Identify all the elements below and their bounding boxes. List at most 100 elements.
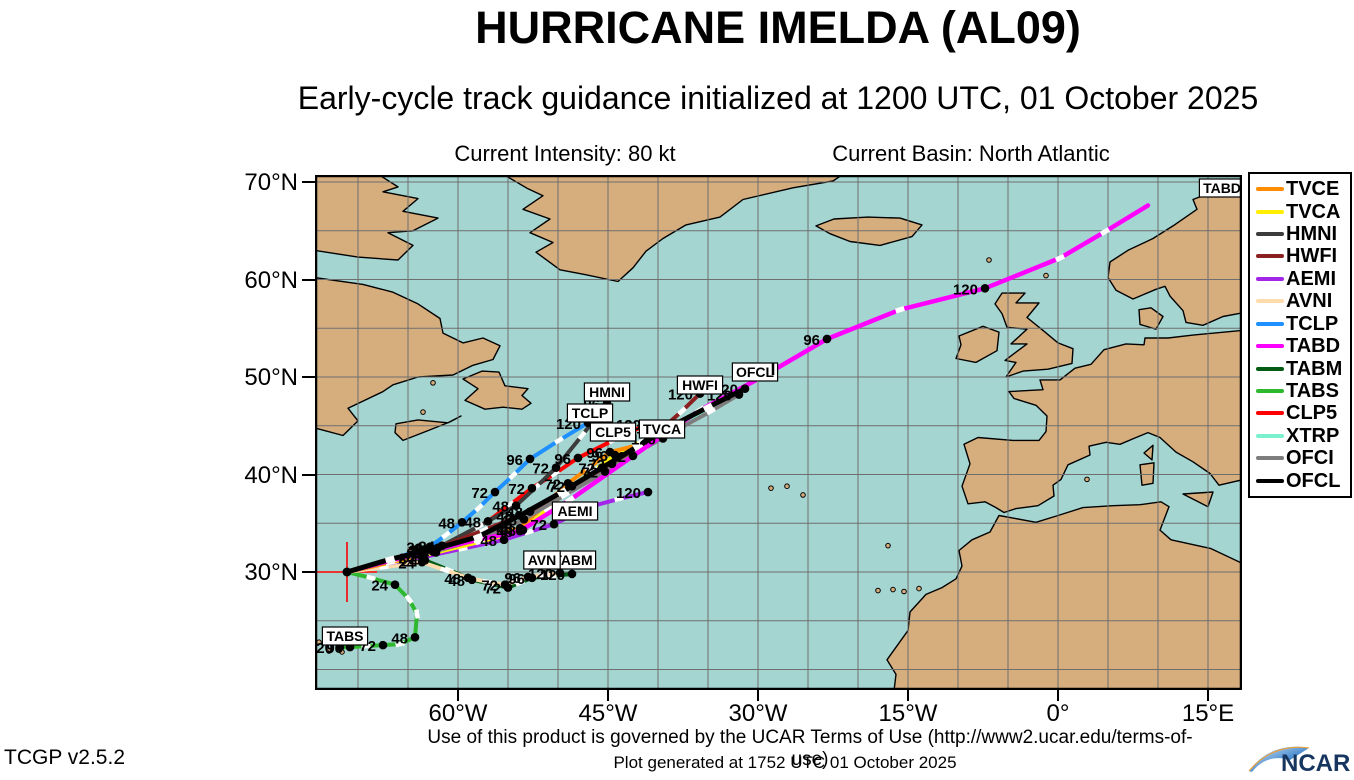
hour-label-TABD-24: 24	[411, 543, 428, 560]
legend-item-OFCL: OFCL	[1256, 470, 1350, 491]
hour-label-TVCA-96: 96	[591, 448, 608, 465]
model-label-box-TVCA	[638, 419, 686, 439]
legend-swatch-TVCA	[1256, 209, 1284, 214]
legend-swatch-TCLP	[1256, 321, 1284, 326]
dash-12h-HMNI	[473, 522, 485, 531]
dot-TCLP-72	[490, 487, 500, 497]
island	[800, 492, 806, 498]
island	[890, 586, 896, 593]
lon-tick	[457, 690, 459, 701]
dot-OFCL-120	[740, 384, 750, 393]
legend-label-TABM: TABM	[1286, 357, 1343, 380]
legend-label-HWFI: HWFI	[1286, 245, 1338, 268]
hour-label-AVNI-72: 72	[481, 578, 498, 595]
legend-swatch-TABM	[1256, 366, 1284, 371]
dash-12h-HWFI	[677, 406, 687, 416]
legend-item-TCLP: TCLP	[1256, 313, 1350, 334]
model-label-box-TCLP	[566, 403, 614, 423]
dash-12h-TABS	[395, 640, 405, 648]
hour-label-TVCE-72: 72	[544, 476, 561, 493]
dash-12h-TCLP	[441, 530, 451, 540]
hour-label-TVCE-24: 24	[409, 545, 426, 562]
dot-AVNI-120	[555, 568, 565, 578]
hour-label-TABM-24: 24	[401, 553, 418, 570]
hour-label-TABS-24: 24	[371, 578, 388, 595]
dash-12h-TCLP	[474, 502, 484, 513]
page-subtitle: Early-cycle track guidance initialized a…	[297, 80, 1259, 116]
landmass	[1138, 307, 1164, 330]
dash-12h-TCLP	[508, 470, 518, 481]
dot-TCLP-96	[525, 454, 535, 464]
dash-12h-OFCL	[556, 487, 568, 497]
hour-label-TABM-48: 48	[448, 573, 465, 590]
hour-label-TABD-96: 96	[803, 332, 820, 349]
legend-swatch-HMNI	[1256, 232, 1284, 237]
model-label-box-TABD	[1198, 178, 1242, 198]
hour-label-OFCL-48: 48	[496, 508, 513, 525]
dash-12h-TVCA	[543, 503, 553, 514]
lon-tick	[607, 690, 609, 701]
dash-12h-AEMI	[614, 495, 624, 503]
hour-label-TCLP-72: 72	[471, 485, 488, 502]
legend-label-TVCE: TVCE	[1286, 178, 1340, 201]
hour-label-AEMI-24: 24	[398, 550, 415, 567]
lon-tick-label: 45°W	[578, 700, 638, 727]
dot-CLP5-72	[527, 483, 537, 493]
dot-OFCL-72	[597, 463, 607, 472]
page-title: HURRICANE IMELDA (AL09)	[475, 2, 1081, 53]
ncar-logo-text: NCAR	[1281, 750, 1350, 777]
hour-label-OFCL-24: 24	[408, 543, 425, 560]
model-label-box-AEMI	[551, 501, 599, 521]
lat-tick	[302, 376, 315, 378]
dash-12h-TABS	[414, 609, 420, 619]
hour-label-HWFI-24: 24	[414, 541, 431, 558]
hour-label-TABD-120: 120	[953, 281, 978, 298]
dot-OFCL-48	[515, 511, 525, 520]
legend-swatch-HWFI	[1256, 254, 1284, 259]
dot-AVNI-72	[500, 580, 510, 589]
hour-label-OFCL-72: 72	[578, 461, 595, 478]
lon-tick	[907, 690, 909, 701]
lat-tick-label: 60°N	[244, 266, 298, 294]
hour-label-TCLP-24: 24	[406, 540, 423, 557]
dot-AVNI-48	[463, 573, 473, 583]
dash-12h-TABS	[361, 643, 371, 649]
dash-12h-AVNI	[539, 572, 549, 578]
legend-swatch-OFCI	[1256, 456, 1284, 461]
dot-AVNI-96	[523, 572, 533, 582]
map-canvas: 2448729612024487296120244872961202448729…	[315, 175, 1242, 690]
landmass	[1143, 444, 1154, 461]
legend-item-HWFI: HWFI	[1256, 246, 1350, 267]
model-label-TABM: TABM	[553, 552, 592, 568]
tcgp-version: TCGP v2.5.2	[4, 746, 125, 769]
legend-item-AVNI: AVNI	[1256, 291, 1350, 312]
current-intensity-label: Current Intensity: 80 kt	[454, 141, 676, 166]
hour-label-AVNI-24: 24	[398, 555, 415, 572]
dot-TVCE-72	[563, 478, 573, 488]
landmass	[315, 175, 439, 261]
dash-12h-AVNI	[512, 577, 522, 585]
dash-12h-OFCL	[632, 441, 644, 451]
legend-swatch-AVNI	[1256, 299, 1284, 304]
hour-label-CLP5-96: 96	[554, 451, 571, 468]
island	[420, 409, 426, 415]
model-label-OFCL: OFCL	[736, 364, 775, 380]
model-legend: TVCE TVCA HMNI HWFI AEMI AVNI TCLP TABD TABM TABS…	[1248, 172, 1352, 498]
dot-AEMI-48	[499, 535, 509, 545]
model-label-box-HWFI	[676, 375, 724, 395]
island	[986, 257, 992, 263]
legend-item-TABS: TABS	[1256, 381, 1350, 402]
island	[430, 380, 436, 386]
hour-label-OFCI-72: 72	[581, 465, 598, 482]
dot-TABS-48	[410, 633, 420, 642]
dot-TVCE-96	[605, 447, 615, 457]
legend-label-TCLP: TCLP	[1286, 312, 1339, 335]
dot-CLP5-48	[483, 517, 493, 526]
dash-12h-TABD	[1099, 227, 1111, 237]
model-label-box-TABS	[321, 626, 369, 646]
island	[885, 542, 891, 549]
hour-label-TVCA-24: 24	[412, 546, 429, 563]
dash-12h-HWFI	[478, 526, 490, 534]
legend-label-OFCI: OFCI	[1286, 447, 1334, 470]
legend-swatch-XTRP	[1256, 433, 1284, 438]
